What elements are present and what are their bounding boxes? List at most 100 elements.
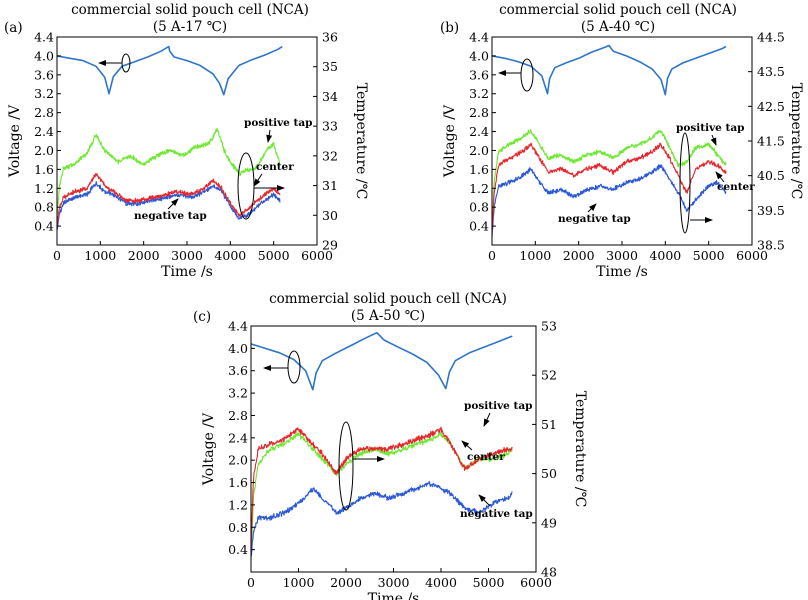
y2-tick-label: 51	[541, 417, 557, 432]
chart-subtitle: (5 A-50 ℃)	[351, 308, 425, 324]
chart-subtitle: (5 A-40 ℃)	[581, 19, 655, 35]
y-tick-label: 1.2	[228, 497, 248, 512]
y2-tick-label: 50	[541, 466, 557, 481]
y-tick-label: 1.2	[34, 181, 54, 196]
annotation-arrow-center	[253, 173, 263, 187]
x-tick-label: 6000	[736, 248, 768, 263]
y2-tick-label: 38.5	[757, 238, 785, 253]
annotation-arrow-positive-tap	[483, 412, 491, 427]
annotation-positive-tap: positive tap	[244, 117, 313, 129]
x-axis-label: Time /s	[596, 264, 648, 280]
y-axis-label: Voltage /V	[201, 412, 217, 486]
plot-frame	[250, 325, 537, 573]
panel-2: (c) commercial solid pouch cell (NCA)(5 A…	[193, 291, 588, 600]
chart-subtitle: (5 A-17 ℃)	[153, 19, 227, 35]
x-tick-label: 2000	[330, 575, 362, 590]
y2-tick-label: 33	[322, 119, 338, 134]
x-tick-label: 4000	[214, 248, 246, 263]
series-group	[251, 331, 513, 561]
series-group	[57, 45, 283, 231]
y-tick-label: 4.0	[469, 48, 489, 63]
x-tick-label: 4000	[425, 575, 457, 590]
y2-axis-label: Temperature /℃	[353, 83, 369, 200]
x-tick-label: 1000	[84, 248, 116, 263]
y-tick-label: 2.0	[228, 453, 248, 468]
y-tick-label: 2.4	[228, 430, 248, 445]
y-tick-label: 2.4	[469, 124, 489, 139]
series-line-positive-tap	[57, 127, 281, 217]
temperature-ellipse	[338, 421, 354, 511]
voltage-ellipse	[287, 350, 301, 384]
y-tick-label: 3.2	[34, 86, 54, 101]
y-tick-label: 3.6	[228, 363, 248, 378]
y2-tick-label: 53	[541, 319, 557, 334]
series-line-positive-tap	[251, 431, 513, 561]
y2-axis-label: Temperature /℃	[788, 83, 804, 200]
panel-1: (b) commercial solid pouch cell (NCA)(5 A…	[440, 2, 804, 280]
x-tick-label: 1000	[283, 575, 315, 590]
temperature-ellipse	[237, 152, 255, 220]
y-tick-label: 2.0	[34, 143, 54, 158]
y2-tick-label: 44.5	[757, 30, 785, 45]
x-tick-label: 2000	[563, 248, 595, 263]
x-tick-label: 1000	[519, 248, 551, 263]
y2-tick-label: 31	[322, 178, 338, 193]
annotation-arrow-negative-tap	[167, 198, 179, 210]
y-tick-label: 0.4	[469, 219, 489, 234]
temperature-ellipse	[679, 132, 691, 234]
x-tick-label: 0	[53, 248, 61, 263]
annotation-arrow-center	[461, 440, 473, 451]
series-line-voltage	[492, 44, 727, 96]
x-tick-label: 3000	[378, 575, 410, 590]
annotation-positive-tap: positive tap	[676, 122, 745, 134]
x-tick-label: 0	[488, 248, 496, 263]
x-tick-label: 4000	[649, 248, 681, 263]
y-tick-label: 0.8	[228, 520, 248, 535]
annotation-center: center	[717, 181, 755, 193]
series-line-voltage	[251, 331, 513, 391]
y-tick-label: 0.8	[34, 200, 54, 215]
y-tick-label: 2.0	[469, 143, 489, 158]
y2-tick-label: 35	[322, 59, 338, 74]
annotation-arrow-positive-tap	[710, 134, 717, 146]
annotation-negative-tap: negative tap	[460, 508, 533, 520]
y-axis-label: Voltage /V	[7, 104, 23, 178]
y-tick-label: 0.4	[34, 219, 54, 234]
y2-tick-label: 39.5	[757, 203, 785, 218]
y2-tick-label: 30	[322, 208, 338, 223]
y2-tick-label: 48	[541, 565, 557, 580]
series-line-center	[57, 173, 281, 226]
y2-tick-label: 49	[541, 515, 557, 530]
y-tick-label: 3.6	[34, 67, 54, 82]
annotation-negative-tap: negative tap	[558, 213, 631, 225]
y-tick-label: 2.8	[228, 408, 248, 423]
y-tick-label: 2.8	[469, 105, 489, 120]
x-tick-label: 2000	[128, 248, 160, 263]
panel-label: (a)	[4, 20, 23, 36]
panel-label: (c)	[193, 309, 211, 325]
series-group	[492, 44, 727, 238]
y-tick-label: 1.6	[469, 162, 489, 177]
annotation-arrow-negative-tap	[587, 203, 597, 213]
y-tick-label: 1.6	[34, 162, 54, 177]
series-line-positive-tap	[492, 129, 727, 230]
x-axis-label: Time /s	[161, 264, 213, 280]
y2-axis-label: Temperature /℃	[572, 391, 588, 508]
y2-tick-label: 32	[322, 148, 338, 163]
annotation-arrow-center	[715, 171, 725, 183]
y2-tick-label: 34	[322, 89, 338, 104]
y-tick-label: 0.4	[228, 542, 248, 557]
annotation-positive-tap: positive tap	[464, 400, 533, 412]
annotation-center: center	[256, 161, 294, 173]
chart-title: commercial solid pouch cell (NCA)	[71, 2, 309, 18]
series-line-center	[492, 142, 727, 234]
y-tick-label: 4.4	[469, 30, 489, 45]
panel-label: (b)	[440, 20, 459, 36]
y-tick-label: 4.4	[34, 30, 54, 45]
y-axis-label: Voltage /V	[442, 104, 458, 178]
panel-0: (a) commercial solid pouch cell (NCA)(5 A…	[4, 2, 369, 280]
x-tick-label: 5000	[693, 248, 725, 263]
y-tick-label: 3.6	[469, 67, 489, 82]
x-tick-label: 0	[247, 575, 255, 590]
y-tick-label: 2.8	[34, 105, 54, 120]
